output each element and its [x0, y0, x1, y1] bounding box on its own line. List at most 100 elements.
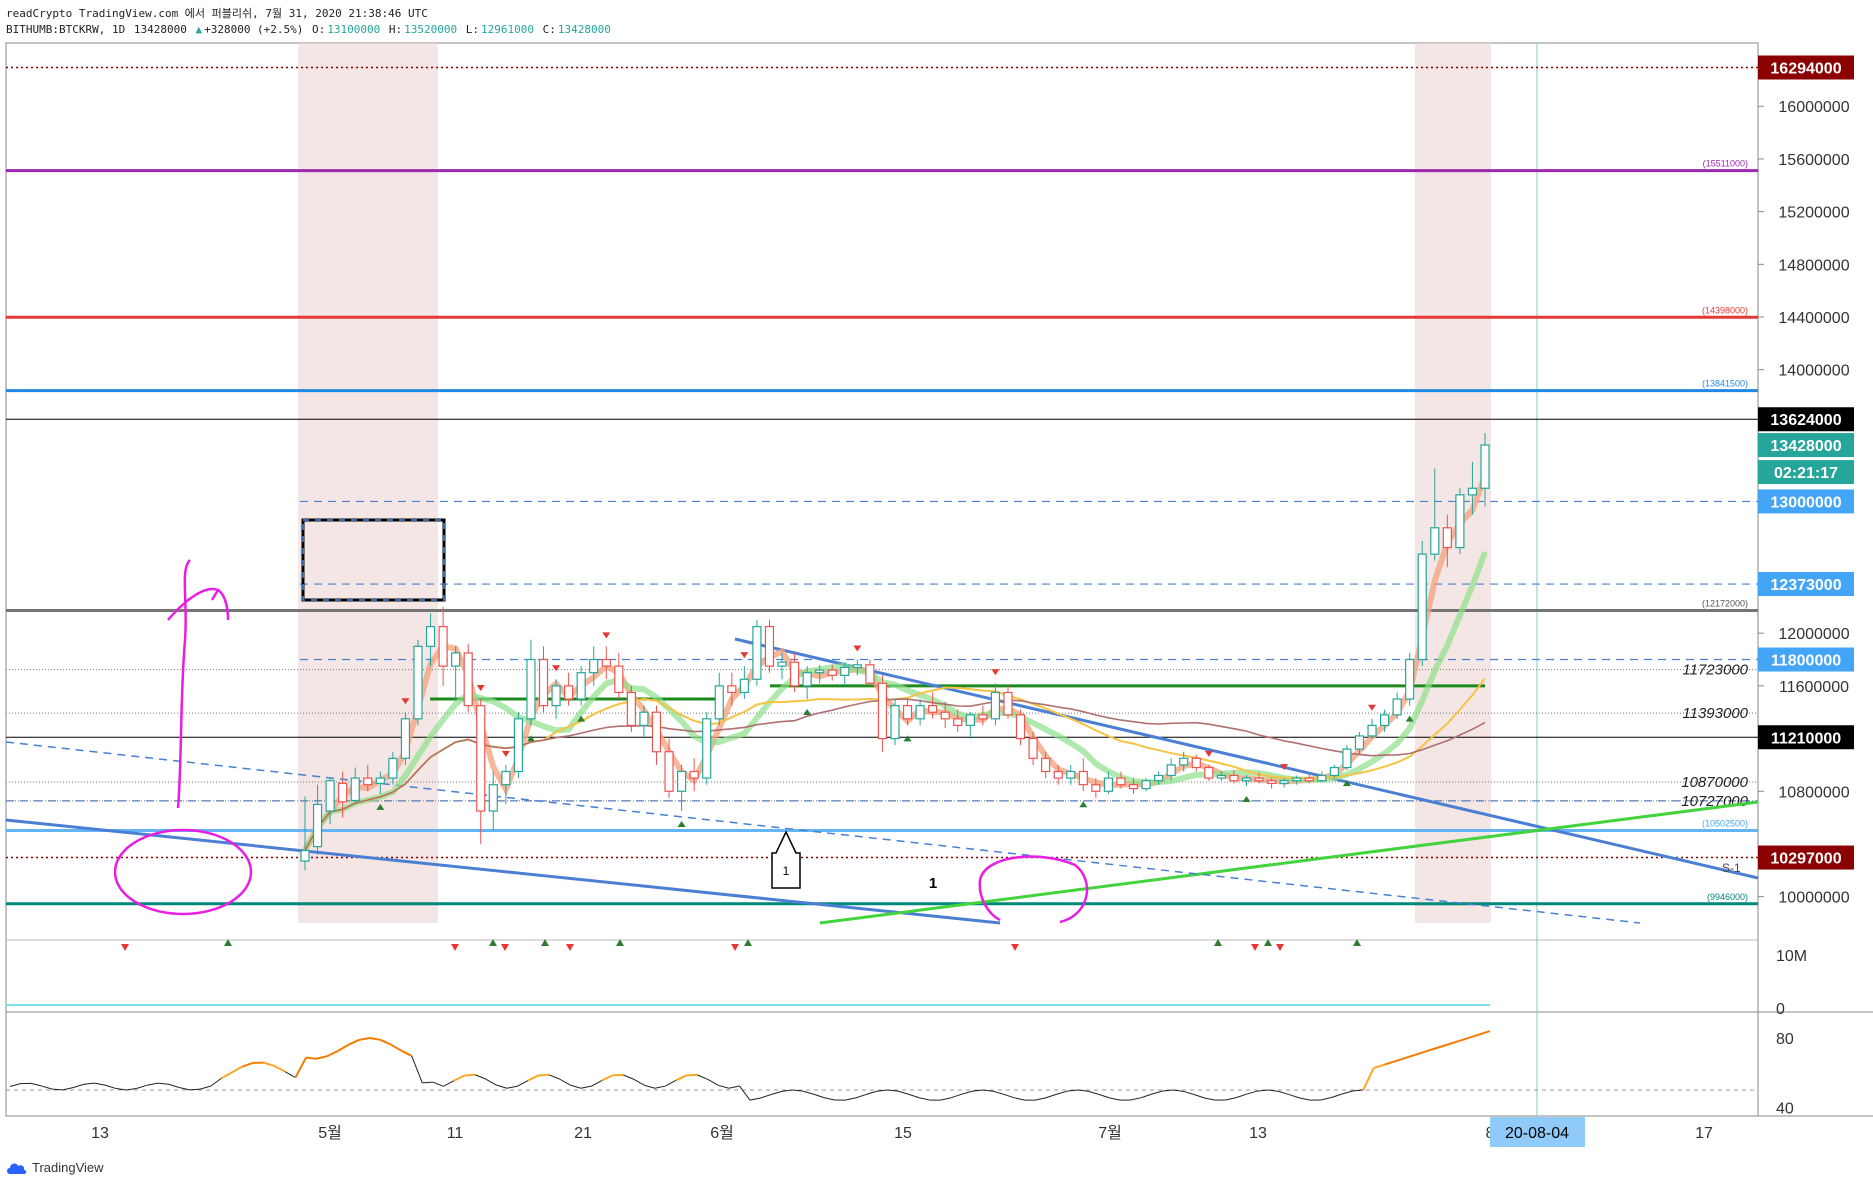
candle-body: [1329, 766, 1339, 777]
candle-body: [463, 652, 473, 707]
candle-body: [350, 777, 360, 802]
candle-body: [702, 718, 712, 779]
dashed-channel-line[interactable]: [5, 741, 1641, 924]
rsi-segment: [1193, 1094, 1205, 1099]
rsi-segment: [591, 1079, 603, 1087]
rsi-segment: [273, 1065, 286, 1073]
buy-signal-marker: [1214, 939, 1222, 946]
high-label: H:: [388, 23, 403, 36]
rsi-segment: [728, 1085, 740, 1089]
candle-body: [501, 770, 511, 786]
rsi-segment: [612, 1073, 624, 1077]
buy-signal-marker: [1242, 795, 1251, 802]
price-tick-label: 14800000: [1778, 257, 1849, 274]
price-tick-label: 15200000: [1778, 205, 1849, 222]
sell-signal-marker: [121, 944, 129, 951]
rsi-segment: [792, 1089, 803, 1092]
time-tick-label: 7월: [1098, 1124, 1122, 1142]
rsi-segment: [347, 1039, 360, 1046]
rsi-segment: [739, 1085, 751, 1101]
price-axis: 16000000 15600000 15200000 14800000 14400000…: [1758, 99, 1850, 1117]
rsi-segment: [9, 1083, 21, 1088]
rsi-segment: [993, 1090, 1004, 1095]
main-pane[interactable]: [5, 42, 1759, 1117]
rsi-segment: [622, 1074, 634, 1080]
sell-signal-marker: [552, 665, 561, 672]
candle-body: [1204, 766, 1214, 779]
rsi-segment: [1183, 1090, 1195, 1095]
ohlc-line: BITHUMB:BTCKRW, 1D 13428000 ▲ +328000 (+2…: [6, 22, 613, 38]
rsi-segment: [83, 1082, 95, 1085]
rsi-segment: [749, 1097, 761, 1101]
candle-body: [752, 625, 762, 680]
close-value: 13428000: [557, 23, 611, 36]
time-axis: 135월11216월157월1381720-08-04: [91, 1117, 1713, 1147]
candle-body: [689, 770, 699, 779]
rising-support-line[interactable]: [819, 800, 1759, 925]
candle-body: [978, 714, 988, 720]
rsi-segment: [62, 1087, 74, 1091]
rsi-segment: [358, 1037, 370, 1041]
rsi-segment: [220, 1071, 233, 1080]
price-tick-label: 14000000: [1778, 363, 1849, 380]
rsi-segment: [1320, 1097, 1332, 1101]
candle-body: [626, 691, 636, 726]
candle-body: [676, 770, 687, 792]
hand-drawn-up-arrow: [167, 559, 230, 809]
price-badge: [1758, 460, 1854, 485]
candle-body: [1116, 777, 1126, 786]
rsi-segment: [696, 1074, 708, 1080]
rsi-segment: [570, 1084, 581, 1089]
falling-trendline[interactable]: [734, 637, 1759, 880]
symbol-label: BITHUMB:BTCKRW, 1D: [6, 23, 126, 36]
buy-signal-marker: [489, 939, 497, 946]
lower-channel-line[interactable]: [5, 818, 1001, 925]
rsi-segment: [1045, 1093, 1057, 1099]
time-cursor-label: 20-08-04: [1505, 1125, 1569, 1142]
callout-number-1: 1: [783, 864, 790, 878]
rsi-segment: [1109, 1097, 1121, 1101]
rsi-segment: [422, 1081, 433, 1084]
rsi-segment: [601, 1074, 614, 1082]
buy-signal-marker: [677, 821, 686, 828]
candle-body: [877, 682, 888, 740]
tradingview-logo[interactable]: TradingView: [6, 1160, 104, 1175]
rsi-segment: [485, 1078, 497, 1086]
level-label: (10502500): [1702, 818, 1748, 828]
candle-body: [1003, 691, 1013, 716]
rsi-segment: [1225, 1097, 1237, 1101]
rsi-segment: [982, 1089, 994, 1092]
candle-body: [953, 718, 963, 726]
trendline-layer: [5, 518, 1759, 925]
wave-label-1: 1: [929, 875, 937, 892]
rsi-segment: [1383, 1060, 1396, 1066]
sell-signal-marker: [1276, 944, 1284, 951]
candle-body: [777, 661, 787, 667]
rsi-segment: [1288, 1094, 1300, 1099]
rsi-segment: [1067, 1089, 1078, 1092]
candle-body: [1091, 784, 1101, 792]
level-label: (13841500): [1702, 379, 1748, 389]
candle-body: [1154, 774, 1164, 782]
rsi-segment: [1447, 1040, 1459, 1046]
candle-body: [990, 691, 1001, 720]
rsi-segment: [400, 1049, 413, 1057]
rsi-segment: [718, 1084, 729, 1089]
candle-body: [513, 718, 524, 773]
rsi-segment: [802, 1090, 814, 1095]
candle-body: [375, 777, 385, 784]
rsi-axis-label: 80: [1776, 1031, 1794, 1048]
rsi-pane: [6, 1030, 1758, 1101]
rsi-segment: [919, 1097, 930, 1101]
candle-body: [1216, 774, 1226, 779]
time-cursor-badge: [1490, 1117, 1585, 1147]
price-badge: [1758, 725, 1854, 750]
rsi-segment: [305, 1056, 317, 1060]
candle-body: [664, 751, 674, 792]
sell-signal-marker: [602, 632, 611, 639]
candle-body: [1379, 714, 1390, 726]
candle-body: [551, 685, 561, 707]
buy-signal-marker: [1342, 780, 1351, 787]
rsi-segment: [876, 1089, 888, 1092]
